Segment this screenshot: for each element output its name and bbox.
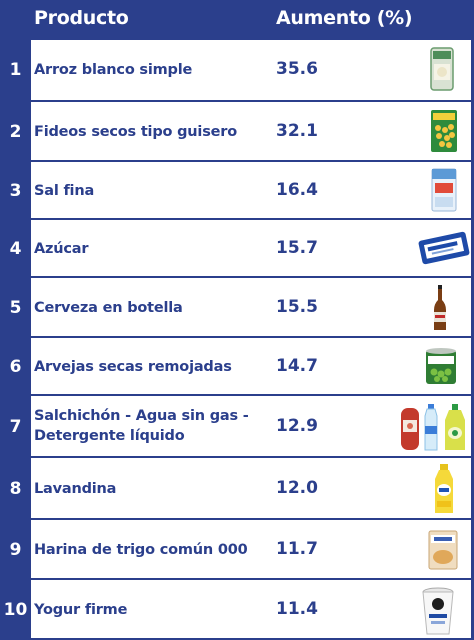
increase-value: 11.7 <box>276 539 318 559</box>
table-header: Producto Aumento (%) <box>0 0 474 40</box>
increase-value: 35.6 <box>276 59 318 79</box>
table-row: 2 Fideos secos tipo guisero 32.1 <box>10 100 471 160</box>
header-product: Producto <box>34 7 129 29</box>
row-number: 7 <box>9 417 22 437</box>
salami-water-detergent-icon <box>401 404 465 451</box>
row-number: 8 <box>9 479 22 499</box>
row-number: 9 <box>9 540 22 560</box>
table-row: 3 Sal fina 16.4 <box>10 160 471 218</box>
table-row: 4 Azúcar 15.7 <box>10 218 471 276</box>
increase-value: 12.9 <box>276 416 318 436</box>
product-name: Lavandina <box>34 481 117 497</box>
product-name: Fideos secos tipo guisero <box>34 124 237 140</box>
row-number: 4 <box>9 239 22 259</box>
sugar-pack-icon <box>418 231 470 265</box>
salt-pack-icon <box>431 168 457 212</box>
bleach-bottle-icon <box>435 464 453 513</box>
row-number: 6 <box>9 357 22 377</box>
table-row: 1 Arroz blanco simple 35.6 <box>10 40 471 100</box>
increase-value: 12.0 <box>276 478 318 498</box>
flour-pack-icon <box>428 530 458 570</box>
product-name: Salchichón - Agua sin gas - Detergente l… <box>34 408 249 444</box>
table-row: 8 Lavandina 12.0 <box>10 456 471 518</box>
increase-value: 14.7 <box>276 356 318 376</box>
product-name: Arroz blanco simple <box>34 62 193 78</box>
row-number: 5 <box>9 298 22 318</box>
row-number: 3 <box>9 181 22 201</box>
pasta-pack-icon <box>431 110 457 152</box>
increase-value: 32.1 <box>276 121 318 141</box>
product-name: Cerveza en botella <box>34 300 183 316</box>
peas-can-icon <box>426 348 456 384</box>
increase-value: 15.7 <box>276 238 318 258</box>
row-number: 2 <box>9 122 22 142</box>
table-row: 6 Arvejas secas remojadas 14.7 <box>10 336 471 394</box>
product-name: Azúcar <box>34 241 89 257</box>
increase-value: 15.5 <box>276 297 318 317</box>
row-number: 10 <box>3 600 28 620</box>
increase-value: 16.4 <box>276 180 318 200</box>
table-row: 7 Salchichón - Agua sin gas - Detergente… <box>10 394 471 456</box>
beer-bottle-icon <box>434 285 446 330</box>
header-increase: Aumento (%) <box>276 7 413 29</box>
table-row: 10 Yogur firme 11.4 <box>4 578 471 638</box>
table-row: 9 Harina de trigo común 000 11.7 <box>10 518 471 578</box>
rice-bag-icon <box>430 47 454 91</box>
increase-value: 11.4 <box>276 599 318 619</box>
row-number: 1 <box>9 60 22 80</box>
product-name: Sal fina <box>34 183 95 199</box>
product-name: Yogur firme <box>34 602 128 618</box>
yogurt-cup-icon <box>422 587 454 635</box>
product-name: Harina de trigo común 000 <box>34 542 248 558</box>
table-body: 1 Arroz blanco simple 35.6 2 Fideos seco… <box>4 40 471 638</box>
product-name: Arvejas secas remojadas <box>34 359 232 375</box>
table-row: 5 Cerveza en botella 15.5 <box>10 276 471 336</box>
